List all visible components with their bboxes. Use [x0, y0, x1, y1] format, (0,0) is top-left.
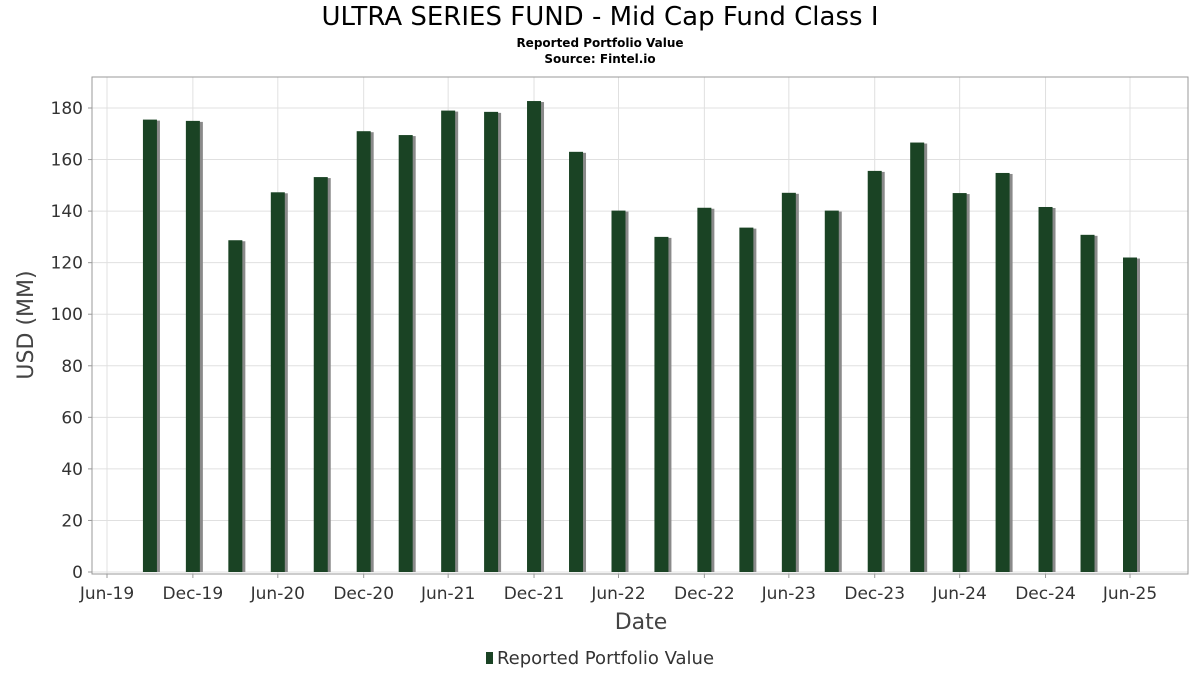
bar — [781, 192, 796, 572]
y-tick-label: 120 — [51, 254, 83, 274]
bar — [952, 193, 967, 573]
legend-label: Reported Portfolio Value — [496, 648, 715, 669]
bars — [142, 101, 1140, 573]
x-axis-title: Date — [615, 610, 668, 635]
y-tick-label: 160 — [51, 151, 83, 171]
y-tick-label: 100 — [51, 305, 83, 325]
chart-source: Source: Fintel.io — [544, 52, 656, 66]
bar — [228, 240, 243, 573]
x-tick-label: Dec-19 — [163, 584, 224, 604]
x-axis: Jun-19 Dec-19 Jun-20 Dec-20 Jun-21 Dec-21 Jun-… — [79, 574, 1157, 604]
bar — [824, 210, 839, 572]
bar — [142, 119, 157, 572]
bar — [1038, 206, 1053, 572]
bar — [313, 177, 328, 572]
bar — [1123, 257, 1137, 572]
gridlines — [92, 77, 1188, 574]
bar — [569, 151, 584, 573]
x-tick-label: Jun-23 — [761, 584, 816, 604]
y-tick-label: 60 — [61, 408, 83, 428]
bar — [739, 227, 754, 572]
chart-subtitle: Reported Portfolio Value — [516, 36, 684, 50]
legend: Reported Portfolio Value — [0, 648, 1200, 669]
x-tick-label: Dec-22 — [674, 584, 735, 604]
bar — [270, 192, 285, 572]
x-tick-label: Jun-24 — [931, 584, 986, 604]
legend-swatch — [485, 652, 493, 664]
bar — [484, 111, 499, 572]
x-tick-label: Dec-21 — [504, 584, 565, 604]
y-tick-label: 0 — [72, 563, 83, 583]
y-tick-label: 80 — [61, 357, 83, 377]
bar — [1080, 234, 1095, 572]
x-tick-label: Jun-25 — [1102, 584, 1157, 604]
x-tick-label: Jun-20 — [250, 584, 305, 604]
y-tick-label: 180 — [51, 99, 83, 119]
y-axis-title: USD (MM) — [14, 270, 39, 379]
bar — [398, 135, 413, 573]
plot-area — [91, 76, 1189, 575]
y-tick-label: 140 — [51, 202, 83, 222]
y-tick-label: 20 — [61, 511, 83, 531]
x-tick-label: Jun-19 — [79, 584, 134, 604]
bar — [995, 172, 1010, 572]
chart-title: ULTRA SERIES FUND - Mid Cap Fund Class I — [321, 2, 879, 32]
x-tick-label: Dec-24 — [1015, 584, 1076, 604]
bar — [611, 210, 626, 572]
bar — [441, 110, 456, 573]
bar — [185, 120, 200, 572]
x-tick-label: Dec-23 — [844, 584, 905, 604]
bar — [527, 101, 542, 572]
y-axis: 0 20 40 60 80 100 120 140 160 180 — [51, 99, 92, 583]
bar — [356, 131, 371, 572]
x-tick-label: Jun-21 — [420, 584, 475, 604]
x-tick-label: Dec-20 — [333, 584, 394, 604]
bar — [654, 236, 669, 572]
x-tick-label: Jun-22 — [590, 584, 645, 604]
y-tick-label: 40 — [61, 460, 83, 480]
bar — [697, 207, 712, 572]
bar — [910, 142, 925, 572]
bar — [867, 170, 882, 573]
